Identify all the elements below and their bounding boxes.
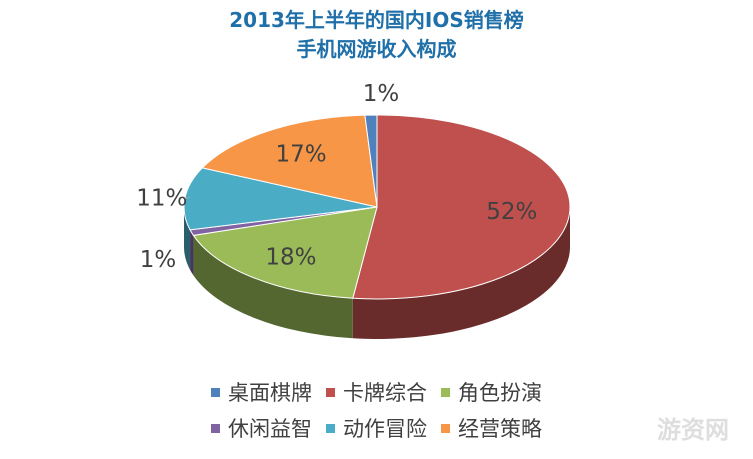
watermark: 游资网 (657, 416, 729, 444)
legend-label: 桌面棋牌 (228, 381, 312, 405)
legend: 桌面棋牌 卡牌综合 角色扮演 休闲益智 动作冒险 经营策略 (0, 374, 753, 446)
pie-slice-动作冒险 (183, 167, 378, 231)
legend-swatch (441, 387, 450, 397)
legend-label: 动作冒险 (343, 417, 427, 441)
pie-slice-side-卡牌综合 (352, 207, 570, 339)
pie-chart: 52% 18% 1% 11% 17% 1% (136, 81, 571, 339)
legend-row: 休闲益智 动作冒险 经营策略 (0, 410, 753, 446)
legend-swatch (211, 387, 220, 397)
legend-item: 休闲益智 (211, 413, 312, 443)
leader-line (184, 196, 190, 199)
legend-label: 经营策略 (458, 417, 542, 441)
chart-title-line-2: 手机网游收入构成 (296, 37, 457, 61)
pie-slice-value-label: 11% (136, 185, 187, 211)
pie-slice-value-label: 18% (265, 245, 316, 271)
legend-label: 角色扮演 (458, 381, 542, 405)
pie-slice-桌面棋牌 (364, 114, 378, 208)
pie-slice-side-动作冒险 (184, 207, 191, 270)
pie-slice-side-休闲益智 (190, 229, 194, 276)
pie-slice-value-label: 17% (276, 142, 327, 168)
legend-item: 动作冒险 (326, 413, 427, 443)
legend-swatch (441, 423, 450, 433)
legend-swatch (326, 387, 335, 397)
pie-slice-value-label: 1% (363, 81, 400, 107)
pie-slice-side-角色扮演 (193, 235, 353, 339)
legend-swatch (326, 423, 335, 433)
chart-title: 2013年上半年的国内IOS销售榜 手机网游收入构成 (0, 6, 753, 64)
legend-item: 卡牌综合 (326, 377, 427, 407)
legend-item: 角色扮演 (441, 377, 542, 407)
pie-slice-value-label: 1% (140, 247, 177, 273)
chart-title-line-1: 2013年上半年的国内IOS销售榜 (229, 8, 524, 32)
pie-slice-卡牌综合 (352, 114, 571, 300)
legend-row: 桌面棋牌 卡牌综合 角色扮演 (0, 374, 753, 410)
pie-slice-角色扮演 (192, 206, 378, 299)
pie-slice-value-label: 52% (486, 199, 537, 225)
legend-label: 卡牌综合 (343, 381, 427, 405)
legend-item: 经营策略 (441, 413, 542, 443)
pie-slice-经营策略 (201, 114, 378, 208)
legend-label: 休闲益智 (228, 417, 312, 441)
legend-swatch (211, 423, 220, 433)
legend-item: 桌面棋牌 (211, 377, 312, 407)
